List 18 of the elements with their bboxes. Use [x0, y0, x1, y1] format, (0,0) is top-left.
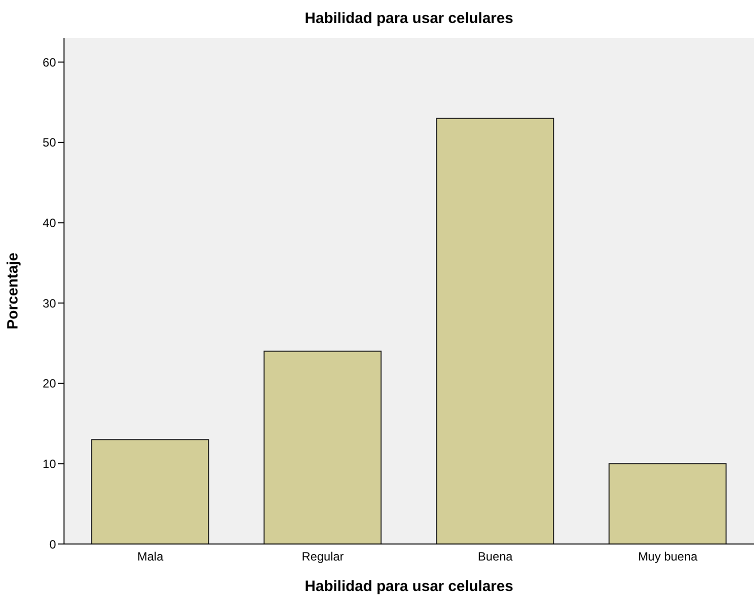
- y-tick-label: 10: [42, 456, 56, 471]
- x-tick-label: Buena: [478, 550, 513, 564]
- y-tick-label: 0: [49, 537, 56, 552]
- chart-title: Habilidad para usar celulares: [304, 10, 514, 27]
- y-axis-title: Porcentaje: [4, 252, 22, 330]
- bar: [91, 439, 210, 544]
- y-tick-label: 20: [42, 376, 56, 391]
- x-axis-title: Habilidad para usar celulares: [304, 578, 514, 595]
- bar: [436, 118, 554, 544]
- y-tick-label: 50: [42, 136, 56, 150]
- y-tick-label: 30: [42, 296, 56, 310]
- x-tick-label: Muy buena: [638, 550, 698, 564]
- y-tick-label: 40: [42, 216, 56, 230]
- y-tick-label: 60: [42, 55, 56, 70]
- x-tick-label: Mala: [137, 550, 164, 564]
- bar: [608, 463, 727, 544]
- bar: [264, 350, 382, 544]
- x-tick-label: Regular: [302, 550, 344, 564]
